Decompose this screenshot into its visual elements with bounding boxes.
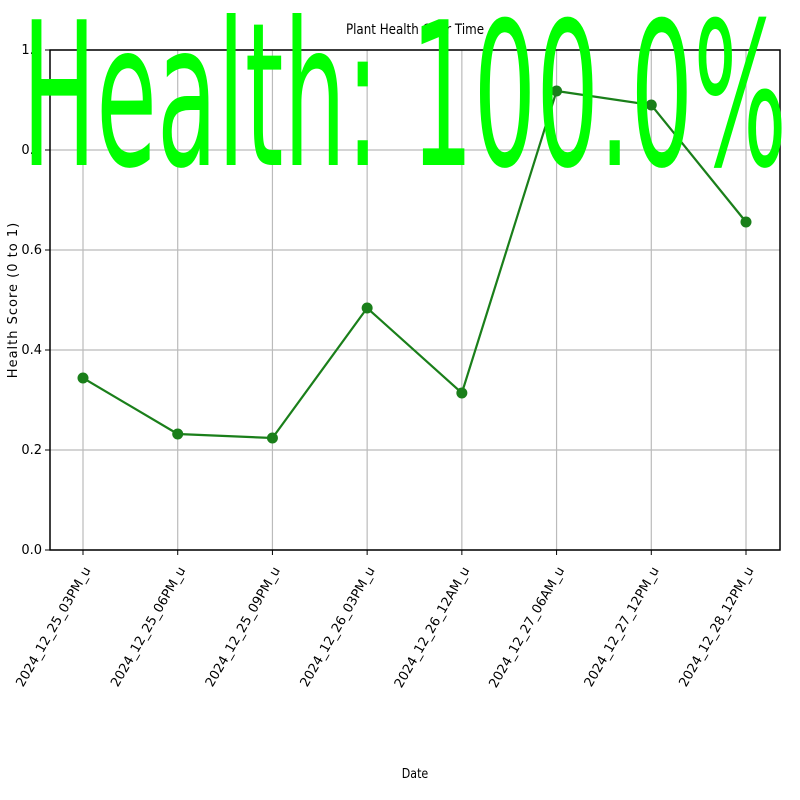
y-axis-label: Health Score (0 to 1) — [6, 222, 21, 378]
y-tick-label: 0.8 — [21, 143, 42, 158]
x-tick-label: 2024_12_27_06AM_u — [487, 565, 569, 691]
point — [551, 85, 563, 97]
point — [172, 428, 184, 440]
point — [645, 99, 657, 111]
x-axis-label: Date — [402, 766, 428, 781]
x-tick-label: 2024_12_25_03PM_u — [13, 565, 94, 690]
y-tick-label: 0.2 — [21, 443, 42, 458]
chart-title: Plant Health Over Time — [346, 22, 484, 38]
x-tick-label: 2024_12_25_09PM_u — [203, 565, 284, 690]
line — [82, 89, 747, 440]
point — [361, 302, 373, 314]
y-tick-label: 1.0 — [21, 43, 42, 58]
y-tick-label: 0.6 — [21, 243, 42, 258]
plot-frame — [49, 49, 781, 551]
x-tick-label: 2024_12_28_12PM_u — [676, 565, 757, 690]
x-tick-label: 2024_12_25_06PM_u — [108, 565, 189, 690]
point — [456, 387, 468, 399]
x-tick-label: 2024_12_26_03PM_u — [298, 565, 379, 690]
overlay-text: Health: 100.0% — [22, 0, 787, 213]
x-tick-label: 2024_12_27_12PM_u — [582, 565, 663, 690]
y-tick-label: 0.0 — [21, 543, 42, 558]
y-tick-label: 0.4 — [21, 343, 42, 358]
x-tick-label: 2024_12_26_12AM_u — [392, 565, 474, 691]
point — [740, 216, 752, 228]
point — [77, 372, 89, 384]
point — [266, 432, 278, 444]
